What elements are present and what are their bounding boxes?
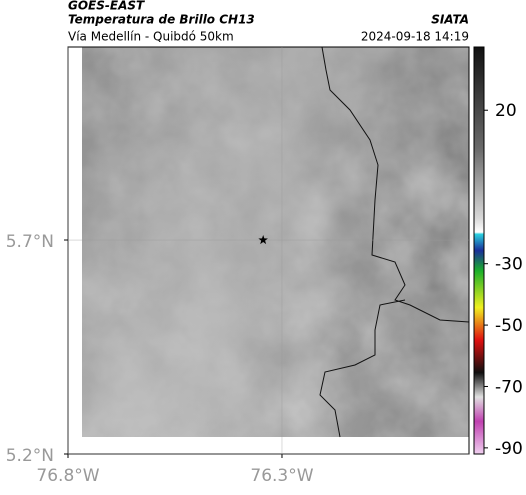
colorbar-label: -70 <box>495 377 523 397</box>
title: SIATA <box>431 13 469 27</box>
title: Temperatura de Brillo CH13 <box>68 13 255 27</box>
title-right: SIATA 2024-09-18 14:19 <box>361 13 469 44</box>
y-tick-label: 5.2°N <box>6 446 54 466</box>
satellite-field <box>82 46 470 438</box>
colorbar-label: -50 <box>495 316 523 336</box>
colorbar-label: 20 <box>495 101 517 121</box>
location-marker <box>258 235 268 245</box>
title-left: GOES-EAST Temperatura de Brillo CH13 Vía… <box>68 0 255 44</box>
colorbar-label: -90 <box>495 439 523 459</box>
title: GOES-EAST <box>68 0 145 13</box>
colorbar <box>473 46 485 455</box>
subtitle: Vía Medellín - Quibdó 50km <box>68 30 234 44</box>
x-tick-label: 76.3°W <box>250 466 313 486</box>
colorbar-label: -30 <box>495 255 523 275</box>
x-tick-label: 76.8°W <box>36 466 99 486</box>
field-shade <box>82 47 469 437</box>
boundary <box>319 46 470 438</box>
timestamp: 2024-09-18 14:19 <box>361 30 469 44</box>
y-tick-label: 5.7°N <box>6 232 54 252</box>
